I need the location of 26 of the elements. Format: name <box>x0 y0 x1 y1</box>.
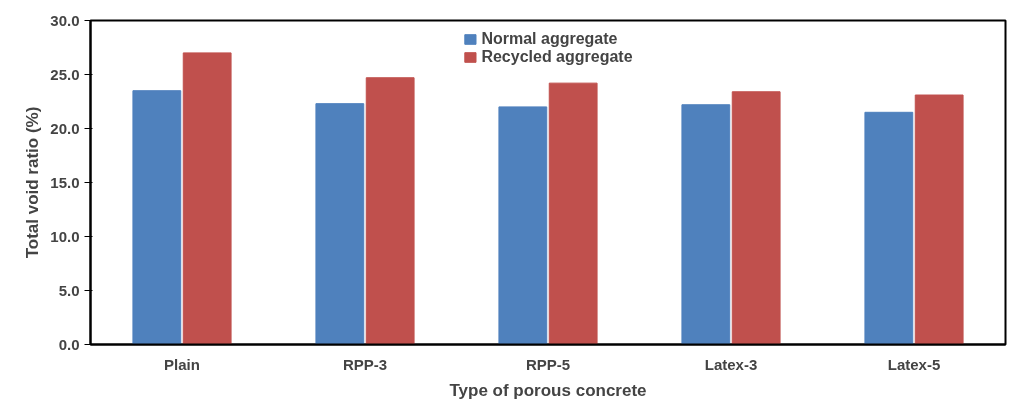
y-tick-label: 10.0 <box>50 227 80 245</box>
x-tick-label: Plain <box>164 355 200 373</box>
bar <box>498 106 548 345</box>
bar <box>731 91 781 345</box>
bar <box>681 104 731 345</box>
bar <box>182 52 232 345</box>
y-tick-label: 15.0 <box>50 173 80 191</box>
bar <box>315 103 365 345</box>
legend-label: Normal aggregate <box>481 30 618 48</box>
bar <box>914 94 964 345</box>
bar <box>864 111 914 345</box>
y-tick-label: 30.0 <box>50 11 80 29</box>
legend-label: Recycled aggregate <box>481 48 633 66</box>
x-tick-label: Latex-3 <box>704 355 758 373</box>
x-tick-label: Latex-5 <box>887 355 941 373</box>
bar <box>365 77 415 345</box>
y-axis-title: Total void ratio (%) <box>23 106 43 259</box>
y-tick-label: 0.0 <box>58 335 80 353</box>
x-axis-title: Type of porous concrete <box>449 380 647 400</box>
y-tick-label: 25.0 <box>50 65 80 83</box>
bar <box>548 82 598 345</box>
y-tick-label: 5.0 <box>58 281 80 299</box>
bar <box>132 90 182 345</box>
x-tick-label: RPP-3 <box>342 355 388 373</box>
x-tick-label: RPP-5 <box>525 355 571 373</box>
y-tick-label: 20.0 <box>50 119 80 137</box>
